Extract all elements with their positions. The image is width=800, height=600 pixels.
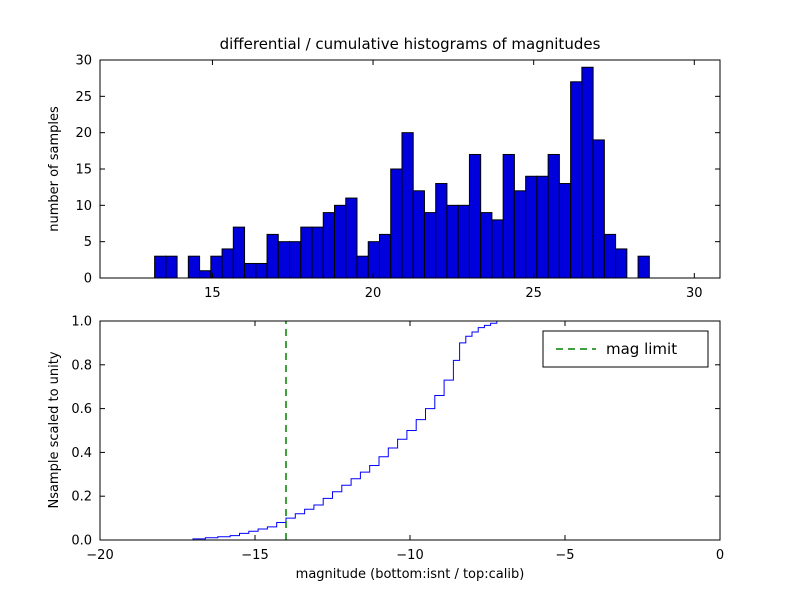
histogram-bar	[356, 255, 369, 279]
y-tick-label: 30	[75, 54, 92, 69]
histogram-subplot: 15 20 25 30 0 5 10 15 20 25 30	[75, 54, 721, 301]
histogram-bar	[390, 168, 403, 279]
histogram-bar	[446, 204, 459, 279]
y-tick-label: 0.4	[71, 446, 92, 461]
histogram-bar	[367, 241, 380, 279]
histogram-bar	[525, 175, 538, 279]
histogram-bar	[637, 255, 650, 279]
histogram-bar	[412, 190, 425, 279]
y-tick-label: 0	[84, 272, 92, 287]
x-tick-label: −5	[555, 548, 574, 563]
histogram-bar	[491, 219, 504, 279]
histogram-bar	[277, 241, 291, 279]
histogram-bar	[480, 212, 493, 279]
x-axis-label: magnitude (bottom:isnt / top:calib)	[296, 567, 525, 582]
histogram-bar	[255, 262, 268, 279]
x-tick-label: −15	[241, 548, 268, 563]
y-tick-label: 25	[75, 90, 92, 105]
histogram-bar	[378, 233, 392, 279]
x-tick-label: 25	[525, 286, 542, 301]
bottom-y-axis-label: Nsample scaled to unity	[47, 351, 62, 508]
histogram-bar	[165, 255, 178, 279]
figure-title: differential / cumulative histograms of …	[220, 35, 601, 53]
histogram-frame: 15 20 25 30 0 5 10 15 20 25 30	[75, 54, 721, 301]
histogram-bar	[266, 233, 279, 279]
y-tick-label: 20	[75, 126, 92, 141]
y-tick-label: 0.8	[71, 358, 92, 373]
histogram-bar	[199, 270, 212, 279]
x-tick-label: 20	[365, 286, 382, 301]
x-tick-label: 15	[204, 286, 221, 301]
histogram-bar	[536, 175, 549, 279]
y-tick-label: 5	[84, 235, 92, 250]
cumulative-content	[162, 320, 720, 541]
y-tick-label: 10	[75, 199, 92, 214]
histogram-bar	[401, 132, 414, 279]
histogram-bar	[603, 233, 617, 279]
histogram-bar	[581, 66, 594, 279]
histogram-bar	[187, 255, 201, 279]
histogram-bar	[311, 226, 324, 279]
y-tick-label: 0.2	[71, 490, 92, 505]
histogram-bars	[154, 66, 650, 279]
cumulative-subplot: −20 −15 −10 −5 0 0.0 0.2 0.4 0.6 0.8 1.0 mag limit	[71, 315, 724, 564]
histogram-bar	[502, 153, 515, 279]
histogram-bar	[570, 81, 583, 279]
histogram-bar	[232, 226, 246, 279]
histogram-bar	[289, 241, 302, 279]
histogram-bar	[334, 204, 347, 279]
x-tick-label: −20	[86, 548, 113, 563]
y-tick-label: 0.6	[71, 402, 92, 417]
y-tick-label: 15	[75, 163, 92, 178]
histogram-bar	[435, 183, 448, 279]
histogram-bar	[221, 248, 234, 279]
axes-frame	[99, 320, 721, 541]
legend: mag limit	[542, 330, 709, 368]
histogram-bar	[457, 204, 470, 279]
y-tick-label: 0.0	[71, 534, 92, 549]
histogram-bar	[154, 255, 167, 279]
x-tick-label: 0	[716, 548, 724, 563]
histogram-bar	[300, 226, 313, 279]
histogram-bar	[468, 153, 482, 279]
histogram-bar	[423, 212, 437, 279]
histogram-bar	[558, 183, 572, 279]
histogram-bar	[513, 190, 527, 279]
legend-label: mag limit	[606, 340, 677, 358]
cumulative-frame: −20 −15 −10 −5 0 0.0 0.2 0.4 0.6 0.8 1.0	[71, 315, 724, 564]
x-tick-label: 30	[686, 286, 703, 301]
histogram-bar	[592, 139, 605, 279]
x-tick-label: −10	[396, 548, 423, 563]
histogram-bar	[322, 212, 336, 279]
histogram-bar	[244, 262, 257, 279]
histogram-bar	[547, 153, 560, 279]
histogram-bar	[615, 248, 628, 279]
y-tick-label: 1.0	[71, 315, 92, 330]
top-y-axis-label: number of samples	[47, 106, 62, 232]
axes-frame	[99, 59, 721, 279]
histogram-bar	[345, 197, 358, 279]
cumulative-step-line	[162, 320, 720, 541]
